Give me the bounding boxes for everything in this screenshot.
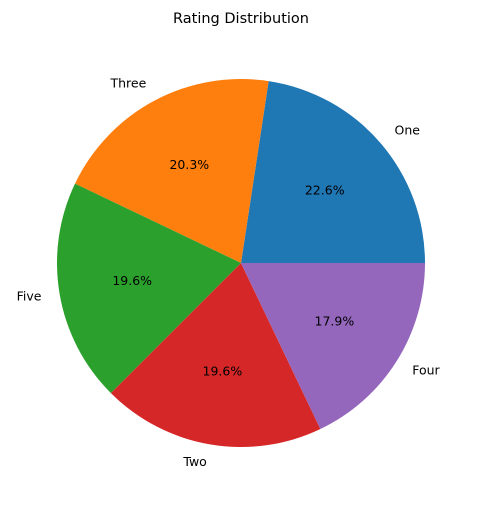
slice-label-three: Three bbox=[109, 76, 146, 91]
pie-slices bbox=[56, 79, 426, 448]
pie-slice-two bbox=[110, 263, 321, 448]
slice-percent-one: 22.6% bbox=[305, 183, 345, 198]
pie-slice-four bbox=[241, 263, 426, 429]
chart-title: Rating Distribution bbox=[173, 11, 309, 27]
slice-label-two: Two bbox=[182, 454, 206, 469]
slice-label-one: One bbox=[394, 123, 420, 138]
pie-slice-one bbox=[241, 81, 425, 263]
slice-percent-five: 19.6% bbox=[112, 273, 152, 288]
slice-percent-two: 19.6% bbox=[203, 363, 243, 378]
pie-labels: One 22.6% Three 20.3% Five 19.6% Two 19.6% Four 1… bbox=[17, 76, 441, 469]
pie-slice-three bbox=[75, 79, 269, 263]
slice-percent-four: 17.9% bbox=[315, 313, 355, 328]
pie-slice-five bbox=[56, 183, 241, 394]
slice-percent-three: 20.3% bbox=[169, 157, 209, 172]
slice-label-five: Five bbox=[17, 289, 42, 304]
slice-label-four: Four bbox=[412, 362, 440, 377]
